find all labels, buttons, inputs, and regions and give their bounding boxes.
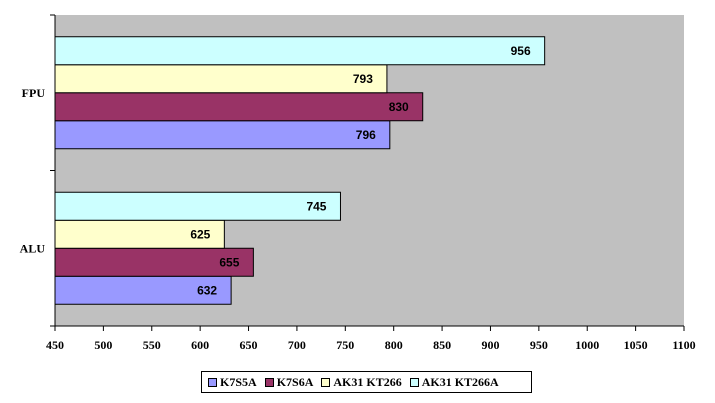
x-tick-label: 650 bbox=[240, 338, 258, 352]
data-label: 625 bbox=[190, 227, 210, 241]
bar bbox=[54, 120, 391, 150]
data-label: 956 bbox=[511, 44, 531, 58]
legend-label: K7S5A bbox=[220, 374, 257, 389]
bar bbox=[54, 219, 225, 249]
x-tick-label: 1050 bbox=[624, 338, 648, 352]
x-tick-label: 450 bbox=[46, 338, 64, 352]
y-tick-label: FPU bbox=[22, 86, 46, 100]
x-tick-label: 600 bbox=[191, 338, 209, 352]
x-tick-label: 750 bbox=[336, 338, 354, 352]
data-label: 745 bbox=[306, 199, 326, 213]
y-tick-label: ALU bbox=[20, 241, 46, 255]
legend-label: AK31 KT266 bbox=[333, 374, 402, 389]
x-tick-label: 550 bbox=[143, 338, 161, 352]
x-tick-label: 800 bbox=[385, 338, 403, 352]
bar bbox=[54, 275, 232, 305]
data-label: 632 bbox=[197, 283, 217, 297]
bar bbox=[54, 191, 341, 221]
x-tick-label: 900 bbox=[481, 338, 499, 352]
legend-swatch bbox=[264, 377, 274, 387]
data-label: 793 bbox=[353, 72, 373, 86]
x-tick-label: 500 bbox=[94, 338, 112, 352]
x-tick-label: 1100 bbox=[672, 338, 695, 352]
data-label: 796 bbox=[356, 128, 376, 142]
legend-swatch bbox=[321, 377, 331, 387]
legend-swatch bbox=[409, 377, 419, 387]
data-label: 830 bbox=[389, 100, 409, 114]
x-tick-label: 950 bbox=[530, 338, 548, 352]
legend-item: K7S5A bbox=[208, 375, 257, 390]
legend-item: AK31 KT266A bbox=[409, 374, 499, 390]
legend-label: K7S6A bbox=[276, 374, 314, 389]
x-axis: 450 500 550 600 650 700 750 800 850 900 950 1000 105… bbox=[46, 326, 696, 352]
bars-layer bbox=[54, 36, 546, 305]
legend-item: AK31 KT266 bbox=[321, 374, 402, 390]
legend: K7S5A K7S6A AK31 KT266 AK31 KT266A bbox=[201, 371, 532, 393]
bar bbox=[54, 36, 546, 66]
legend-swatch bbox=[208, 377, 217, 387]
bar bbox=[54, 92, 424, 122]
legend-label: AK31 KT266A bbox=[421, 374, 499, 389]
legend-item: K7S6A bbox=[264, 374, 314, 390]
x-tick-label: 850 bbox=[433, 338, 451, 352]
y-axis: ALU FPU bbox=[20, 14, 55, 327]
bar bbox=[54, 64, 388, 94]
data-label: 655 bbox=[219, 255, 239, 269]
x-tick-label: 700 bbox=[288, 338, 306, 352]
x-tick-label: 1000 bbox=[575, 338, 599, 352]
